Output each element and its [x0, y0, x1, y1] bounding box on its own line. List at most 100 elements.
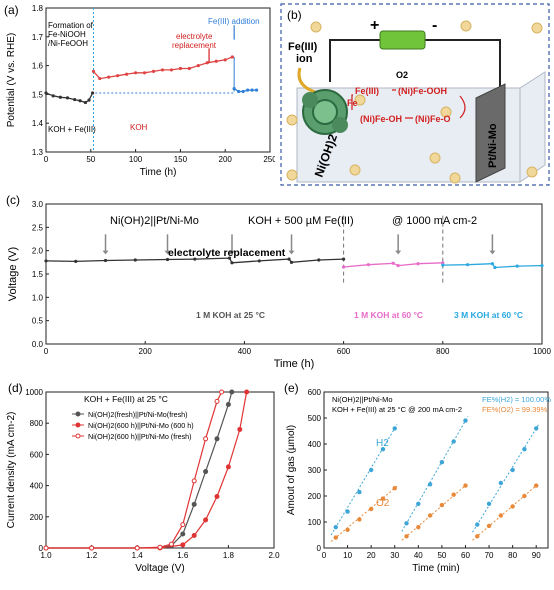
- cycle-arrow-right: [459, 95, 466, 119]
- x-tick-label: 150: [174, 155, 188, 164]
- panel-c-header-j: @ 1000 mA cm-2: [392, 215, 477, 227]
- e-series-0-point: [498, 480, 504, 486]
- panel-a-region-mid: KOH: [130, 123, 148, 132]
- c-series-1-point: [416, 262, 420, 266]
- ni-fe-ooh-label: (Ni)Fe-OOH: [398, 86, 447, 96]
- d-series-0-point: [203, 469, 209, 475]
- y-tick-label: 200: [308, 492, 322, 501]
- y-tick-label: 2.5: [32, 223, 44, 232]
- e-series-0-point: [486, 501, 492, 506]
- y-axis-label: Potential (V vs. RHE): [6, 33, 17, 127]
- d-series-0-point: [225, 401, 231, 407]
- panel-c-note-replace: electrolyte replacement: [168, 247, 286, 259]
- panel-a-note-electrolyte-1: electrolyte: [176, 32, 213, 41]
- panel-e-o2-label: O2: [376, 498, 390, 509]
- x-tick-label: 200: [139, 347, 153, 356]
- y-tick-label: 1.5: [32, 270, 44, 279]
- e-series-0-point: [439, 460, 445, 465]
- panel-e-fe-h2: FE%(H2) = 100.00%: [482, 395, 551, 404]
- d-series-1-point: [244, 389, 250, 395]
- cycle-arrow-left: [351, 94, 353, 110]
- x-tick-label: 100: [129, 155, 143, 164]
- e-series-0-point: [380, 447, 386, 452]
- panel-c-header-cond: KOH + 500 µM Fe(III): [248, 215, 354, 227]
- fe3-label: Fe(III): [355, 86, 379, 96]
- e-fit-line: [330, 424, 398, 536]
- x-tick-label: 70: [485, 551, 494, 560]
- y-tick-label: 800: [30, 419, 44, 428]
- panel-c-seg1: 1 M KOH at 25 °C: [196, 310, 265, 320]
- a-series-2-point: [254, 88, 259, 92]
- panel-e-label: (e): [284, 381, 299, 395]
- y-axis-label: Voltage (V): [7, 247, 19, 301]
- e-series-0-point: [510, 467, 515, 473]
- a-series-1-point: [223, 58, 227, 62]
- e-series-0-point: [333, 525, 338, 530]
- e-series-1-point: [345, 527, 350, 532]
- x-tick-label: 1000: [533, 347, 551, 356]
- panel-a-axes: 0 50 100 150 200 250 1.3 1.4 1.5 1.6 1.7 1.8 Time (h…: [6, 4, 275, 178]
- e-fit-line: [401, 416, 469, 532]
- a-series-1-point: [107, 75, 111, 79]
- y-tick-label: 1.8: [32, 4, 44, 13]
- x-tick-label: 40: [414, 551, 423, 560]
- fe-ion-arrow: [297, 67, 316, 94]
- e-series-1-point: [333, 535, 338, 540]
- a-series-0-point: [58, 95, 62, 99]
- x-tick-label: 1.6: [177, 551, 189, 560]
- panel-e-fe-o2: FE%(O2) = 99.39%: [482, 405, 548, 414]
- a-series-1-point: [151, 69, 156, 73]
- panel-a-note-formation-1: Formation of: [48, 21, 94, 30]
- d-series-2-point: [134, 545, 140, 551]
- panel-b-minus: -: [432, 17, 437, 34]
- x-tick-label: 2.0: [268, 551, 280, 560]
- cycle-arrow-mid: [392, 89, 413, 119]
- d-series-2-point: [89, 545, 95, 551]
- panel-d-cond: KOH + Fe(III) at 25 °C: [84, 394, 168, 404]
- panel-b-label: (b): [287, 8, 302, 22]
- d-legend-swatch: [75, 411, 81, 417]
- e-series-0-point: [357, 489, 362, 495]
- y-tick-label: 1.3: [32, 148, 44, 157]
- y-tick-label: 500: [308, 414, 322, 423]
- e-series-1-point: [498, 513, 504, 518]
- a-series-0-point: [90, 91, 95, 95]
- ni-fe-o-label: (Ni)Fe-O: [415, 114, 451, 124]
- panel-d-label: (d): [8, 381, 23, 395]
- x-tick-label: 0: [44, 347, 49, 356]
- e-series-1-point: [451, 492, 456, 497]
- a-series-1-point: [187, 66, 191, 71]
- e-series-0-point: [404, 521, 409, 526]
- y-tick-label: 1.7: [32, 33, 44, 42]
- d-legend-swatch: [75, 422, 81, 428]
- c-series-2-line: [442, 263, 543, 269]
- d-legend-item: Ni(OH)2(fresh)||Pt/Ni-Mo(fresh): [88, 410, 188, 419]
- e-series-0-point: [463, 418, 468, 423]
- d-series-2-point: [214, 398, 220, 404]
- c-series-0-point: [133, 258, 137, 262]
- x-axis-label: Time (h): [140, 167, 177, 178]
- e-series-0-point: [427, 482, 433, 487]
- y-tick-label: 400: [30, 482, 44, 491]
- d-legend-item: Ni(OH)2(600 h)||Pt/Ni-Mo (600 h): [88, 421, 194, 430]
- x-tick-label: 60: [461, 551, 470, 560]
- e-series-1-point: [368, 506, 374, 512]
- e-series-0-point: [368, 467, 374, 473]
- e-series-1-point: [404, 534, 409, 539]
- c-series-2-point: [515, 264, 519, 268]
- d-series-1-point: [203, 517, 209, 523]
- e-series-0-point: [522, 447, 527, 452]
- fe-ion-label-1: Fe(III): [288, 41, 318, 53]
- c-series-0-point: [165, 257, 170, 262]
- c-series-0-point: [342, 257, 346, 261]
- y-tick-label: 3.0: [32, 200, 44, 209]
- c-series-0-point: [44, 259, 48, 263]
- e-series-1-point: [522, 493, 527, 499]
- c-series-1-point: [396, 264, 400, 268]
- a-series-1-point: [116, 74, 120, 78]
- e-series-0-point: [392, 426, 397, 431]
- c-series-2-point: [540, 264, 544, 268]
- a-series-0-point: [87, 98, 91, 102]
- y-tick-label: 2.0: [32, 247, 44, 256]
- c-arrow-head: [164, 250, 171, 255]
